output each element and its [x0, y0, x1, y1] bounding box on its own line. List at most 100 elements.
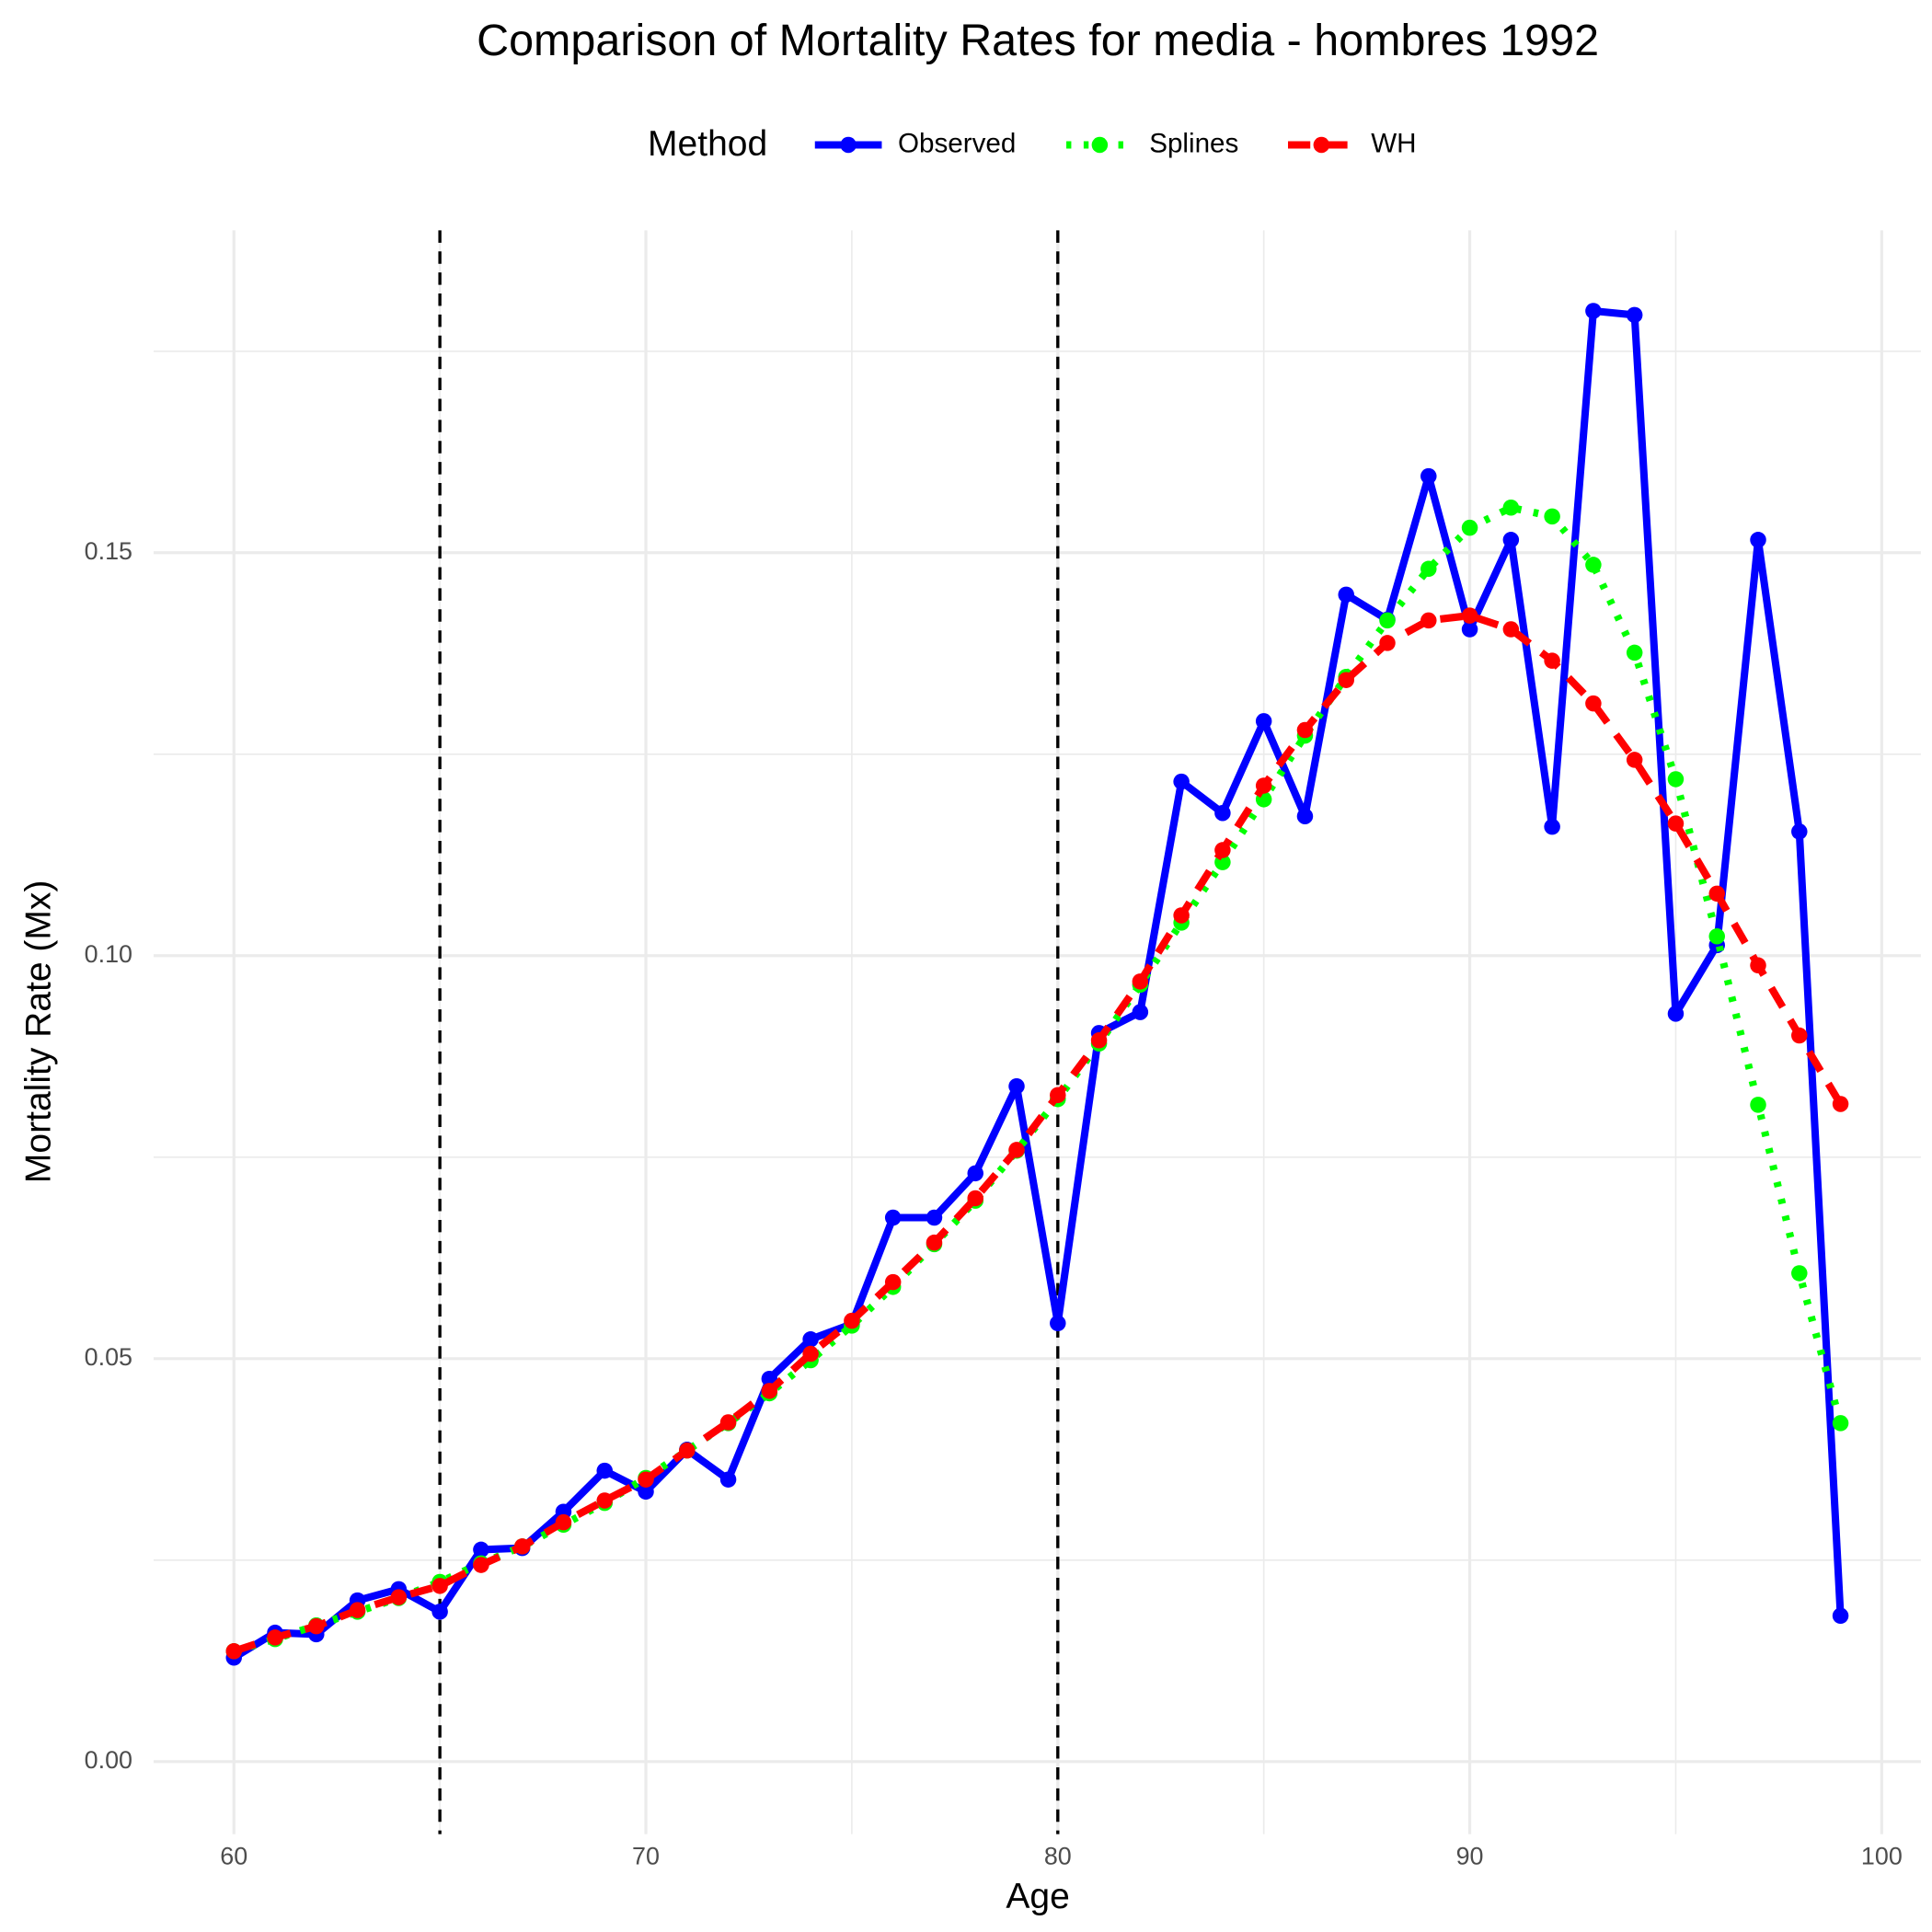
- data-point: [473, 1541, 489, 1558]
- x-axis-label: Age: [1006, 1877, 1069, 1916]
- data-point: [473, 1557, 489, 1573]
- data-point: [926, 1234, 943, 1251]
- plot: [225, 230, 1849, 1834]
- data-point: [844, 1312, 860, 1329]
- data-point: [1585, 557, 1602, 573]
- data-point: [802, 1331, 819, 1348]
- data-point: [926, 1209, 943, 1226]
- data-point: [308, 1617, 325, 1635]
- y-tick-label: 0.15: [85, 537, 132, 565]
- data-point: [390, 1589, 408, 1605]
- data-point: [884, 1273, 902, 1291]
- data-point: [1173, 773, 1190, 790]
- data-point: [225, 1643, 242, 1660]
- data-point: [1173, 907, 1190, 924]
- y-tick-label: 0.05: [85, 1343, 132, 1371]
- data-point: [1214, 842, 1231, 858]
- data-point: [1338, 672, 1354, 688]
- legend-label: Observed: [898, 128, 1016, 158]
- data-point: [1832, 1415, 1849, 1432]
- data-point: [1626, 644, 1643, 661]
- y-tick-label: 0.10: [85, 940, 132, 968]
- data-point: [1585, 303, 1602, 319]
- data-point: [1008, 1077, 1025, 1095]
- x-tick-label: 70: [632, 1842, 660, 1869]
- data-point: [1750, 1097, 1766, 1113]
- data-point: [638, 1483, 654, 1501]
- data-point: [1667, 815, 1685, 832]
- chart-title: Comparison of Mortality Rates for media …: [477, 16, 1599, 65]
- data-point: [1090, 1032, 1108, 1049]
- data-point: [1461, 621, 1478, 638]
- data-point: [1461, 519, 1478, 536]
- data-point: [1667, 1006, 1685, 1022]
- data-point: [1379, 635, 1396, 651]
- data-point: [513, 1538, 531, 1555]
- data-point: [1708, 885, 1725, 903]
- legend-key-point: [840, 136, 857, 154]
- data-point: [1008, 1142, 1025, 1158]
- data-point: [1255, 777, 1272, 794]
- series-line: [232, 306, 1845, 1662]
- data-point: [1255, 713, 1272, 730]
- data-point: [719, 1471, 737, 1488]
- legend-label: WH: [1371, 128, 1416, 158]
- legend-label: Splines: [1149, 128, 1238, 158]
- data-point: [761, 1383, 778, 1399]
- data-point: [1791, 1027, 1808, 1044]
- data-point: [1502, 499, 1520, 516]
- data-point: [1544, 818, 1560, 835]
- data-point: [267, 1629, 283, 1646]
- data-point: [1050, 1315, 1066, 1332]
- data-point: [679, 1442, 696, 1459]
- data-point: [1832, 1096, 1849, 1112]
- y-tick-label: 0.00: [85, 1746, 132, 1774]
- data-point: [802, 1345, 819, 1363]
- data-point: [1667, 771, 1685, 788]
- data-point: [1420, 612, 1437, 629]
- data-point: [1296, 721, 1314, 739]
- data-point: [349, 1602, 366, 1618]
- data-point: [1132, 973, 1149, 990]
- x-tick-label: 60: [220, 1842, 247, 1869]
- data-point: [638, 1471, 654, 1488]
- data-point: [1626, 752, 1643, 768]
- data-point: [596, 1462, 613, 1479]
- data-point: [431, 1604, 448, 1620]
- data-point: [1214, 804, 1231, 822]
- x-tick-label: 100: [1861, 1842, 1903, 1869]
- data-point: [1420, 560, 1437, 578]
- data-point: [1502, 621, 1520, 638]
- data-point: [431, 1578, 448, 1594]
- data-point: [1461, 607, 1478, 624]
- data-point: [1750, 532, 1766, 548]
- legend-key-point: [1313, 136, 1330, 154]
- data-point: [967, 1165, 983, 1182]
- y-axis-label: Mortality Rate (Mx): [19, 880, 59, 1183]
- grid: 0.00 0.05 0.10 0.15 60 70 80 90 100: [85, 230, 1921, 1869]
- data-point: [1050, 1087, 1066, 1104]
- data-point: [1626, 306, 1643, 324]
- data-point: [1132, 1004, 1149, 1020]
- data-point: [1585, 695, 1602, 712]
- data-point: [1379, 612, 1396, 629]
- x-tick-label: 80: [1044, 1842, 1072, 1869]
- data-point: [1296, 808, 1314, 824]
- series-line: [232, 612, 1845, 1655]
- data-point: [1750, 957, 1766, 974]
- data-point: [1708, 928, 1725, 945]
- data-point: [1544, 652, 1560, 669]
- legend-key-point: [1091, 136, 1109, 154]
- data-point: [1338, 586, 1354, 604]
- data-point: [1502, 532, 1520, 548]
- data-point: [1832, 1607, 1849, 1625]
- data-point: [1544, 508, 1560, 525]
- data-point: [719, 1414, 737, 1431]
- data-point: [596, 1492, 613, 1509]
- data-point: [1420, 467, 1437, 485]
- legend-title: Method: [648, 124, 767, 164]
- data-point: [1791, 823, 1808, 840]
- data-point: [1791, 1265, 1808, 1282]
